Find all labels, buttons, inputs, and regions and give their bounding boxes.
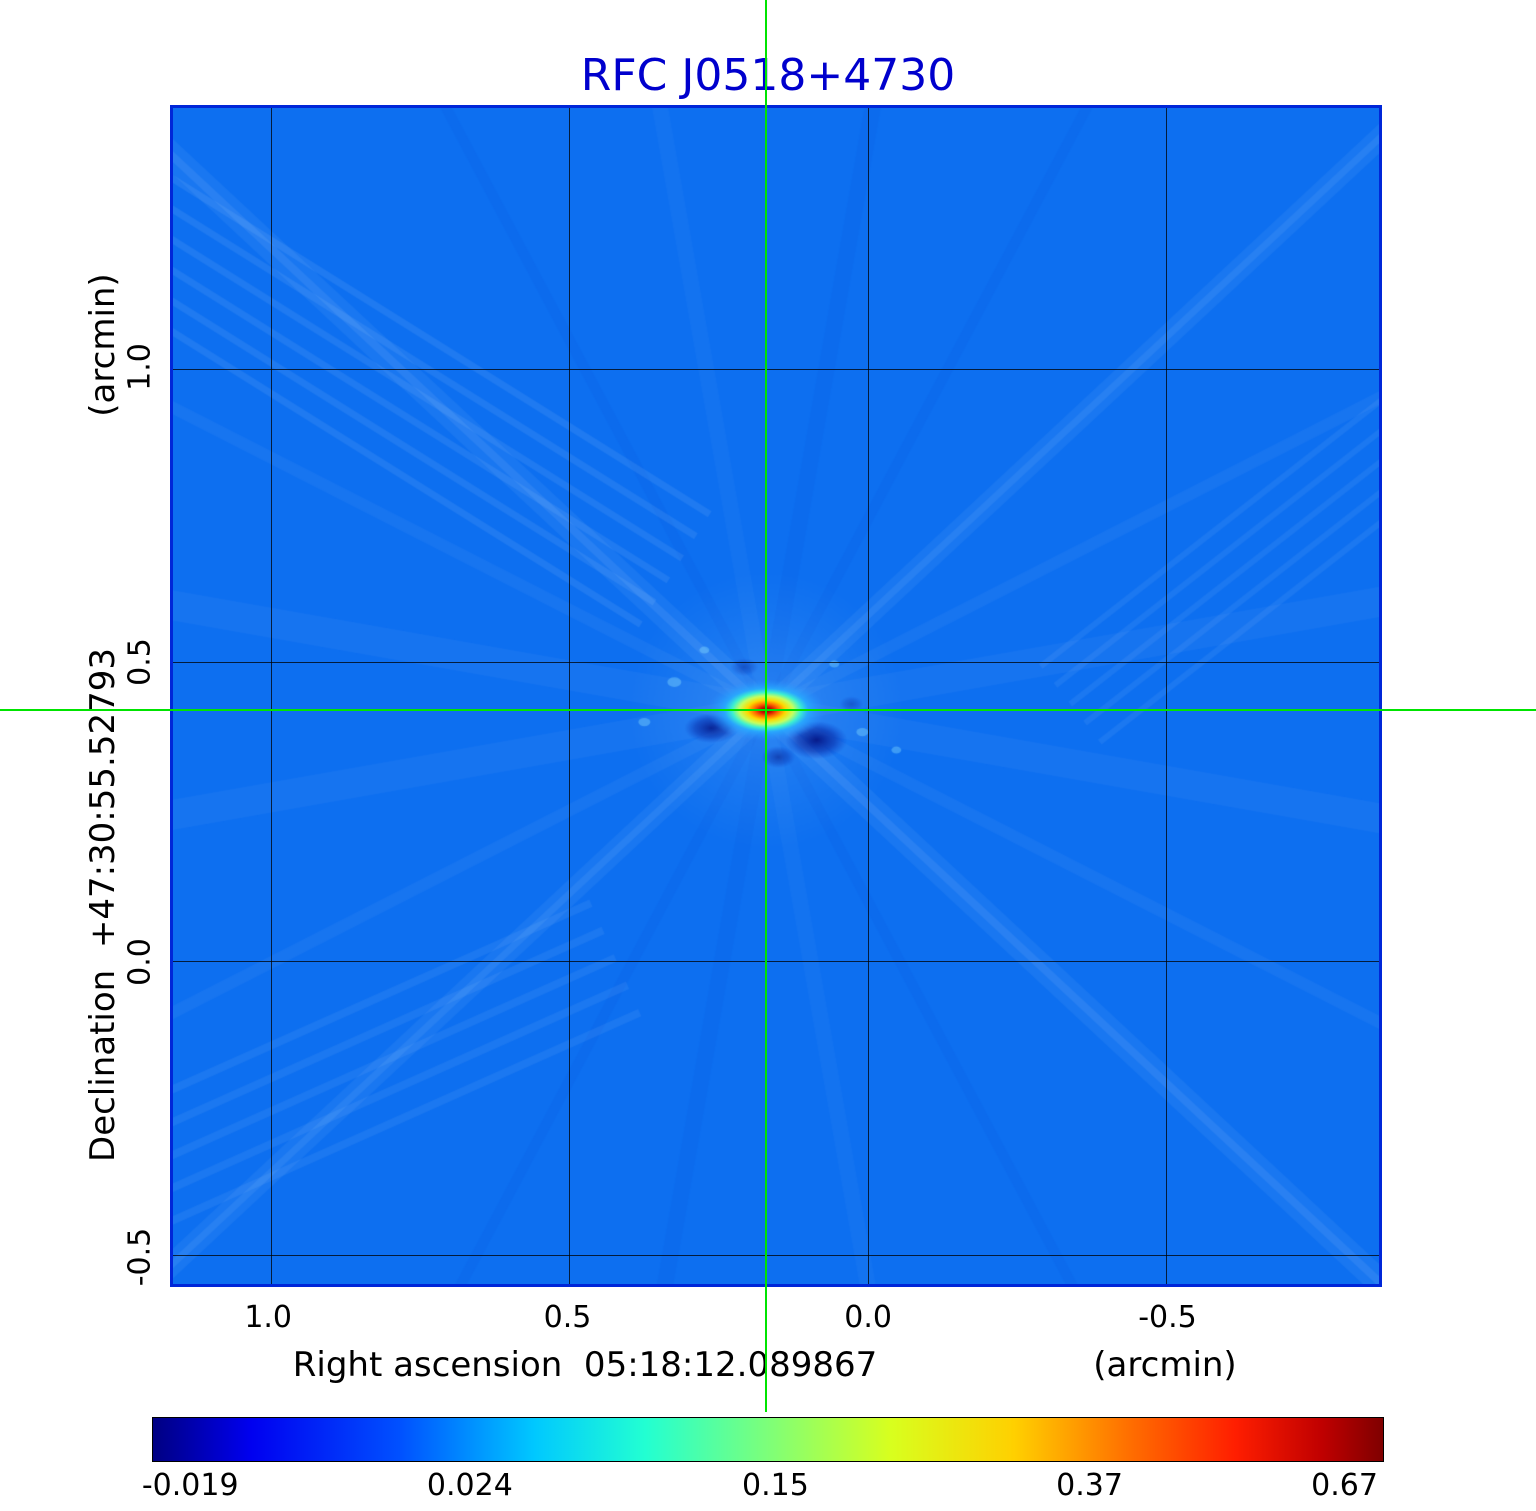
x-tick-label: 0.5	[543, 1300, 592, 1335]
y-axis-unit-label: (arcmin)	[83, 273, 123, 417]
y-tick-label: 0.0	[122, 938, 158, 986]
crosshair-horizontal-line	[0, 709, 1536, 712]
grid-line-vertical	[270, 108, 272, 1284]
x-tick-label: -0.5	[1138, 1300, 1197, 1335]
grid-line-vertical	[867, 108, 869, 1284]
colorbar-tick-label: 0.15	[741, 1468, 809, 1503]
colorbar-tick-label: 0.67	[1311, 1468, 1378, 1503]
sky-image-canvas	[173, 108, 1379, 1284]
y-tick-label: -0.5	[122, 1228, 158, 1287]
sky-image-plot	[170, 105, 1382, 1287]
colorbar-tick-label: -0.019	[141, 1468, 239, 1503]
grid-line-horizontal	[173, 661, 1379, 663]
y-tick-label: 0.5	[122, 637, 158, 686]
colorbar-tick-label: 0.37	[1056, 1468, 1123, 1503]
colorbar-tick-label: 0.024	[426, 1468, 513, 1503]
x-axis-unit-label: (arcmin)	[1093, 1345, 1237, 1385]
grid-line-horizontal	[173, 369, 1379, 371]
x-tick-label: 0.0	[844, 1300, 892, 1335]
grid-line-vertical	[568, 108, 570, 1284]
plot-title: RFC J0518+4730	[580, 50, 956, 101]
grid-line-horizontal	[173, 1254, 1379, 1256]
grid-line-vertical	[1165, 108, 1167, 1284]
colorbar-gradient	[152, 1417, 1384, 1462]
y-tick-label: 1.0	[122, 343, 158, 392]
x-tick-label: 1.0	[244, 1300, 293, 1335]
grid-line-horizontal	[173, 960, 1379, 962]
y-axis-label: Declination +47:30:55.52793	[83, 648, 123, 1162]
crosshair-vertical-line	[765, 0, 768, 1412]
x-axis-label: Right ascension 05:18:12.089867	[292, 1345, 878, 1385]
